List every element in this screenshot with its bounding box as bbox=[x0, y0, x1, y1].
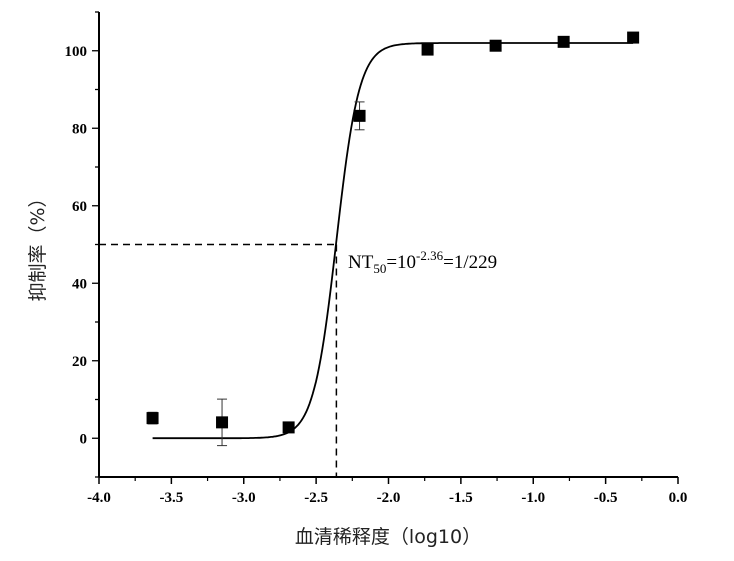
x-tick-label: -1.5 bbox=[449, 490, 473, 506]
x-tick-label: -1.0 bbox=[521, 490, 545, 506]
y-tick-label: 40 bbox=[72, 276, 87, 292]
axes: -4.0 -3.5 -3.0 -2.5 -2.0 -1.5 -1.0 -0.5 0.0 0 20 40… bbox=[65, 11, 688, 506]
x-tick-label: -3.0 bbox=[232, 490, 256, 506]
x-tick-label: -3.5 bbox=[160, 490, 184, 506]
data-point bbox=[627, 31, 640, 44]
fit-curve bbox=[152, 42, 634, 440]
data-point bbox=[421, 43, 434, 56]
data-point bbox=[489, 39, 502, 52]
nt50-annotation: NT50=10-2.36=1/229 bbox=[348, 248, 497, 276]
data-point bbox=[146, 412, 159, 425]
x-tick-label: -2.0 bbox=[377, 490, 401, 506]
x-tick-label: -2.5 bbox=[304, 490, 328, 506]
data-point bbox=[353, 109, 366, 122]
y-tick-label: 100 bbox=[65, 44, 88, 60]
data-point bbox=[282, 421, 295, 434]
y-tick-label: 0 bbox=[80, 431, 88, 447]
y-tick-label: 80 bbox=[72, 121, 87, 137]
y-tick-label: 20 bbox=[72, 354, 87, 370]
marks bbox=[99, 31, 640, 477]
y-tick-label: 60 bbox=[72, 199, 87, 215]
x-tick-label: 0.0 bbox=[669, 490, 688, 506]
x-tick-label: -0.5 bbox=[594, 490, 618, 506]
x-tick-label: -4.0 bbox=[87, 490, 111, 506]
data-point bbox=[557, 35, 570, 48]
x-axis-label: 血清稀释度（log10） bbox=[295, 526, 481, 548]
data-point bbox=[216, 416, 229, 429]
y-axis-label: 抑制率（%） bbox=[27, 188, 49, 301]
